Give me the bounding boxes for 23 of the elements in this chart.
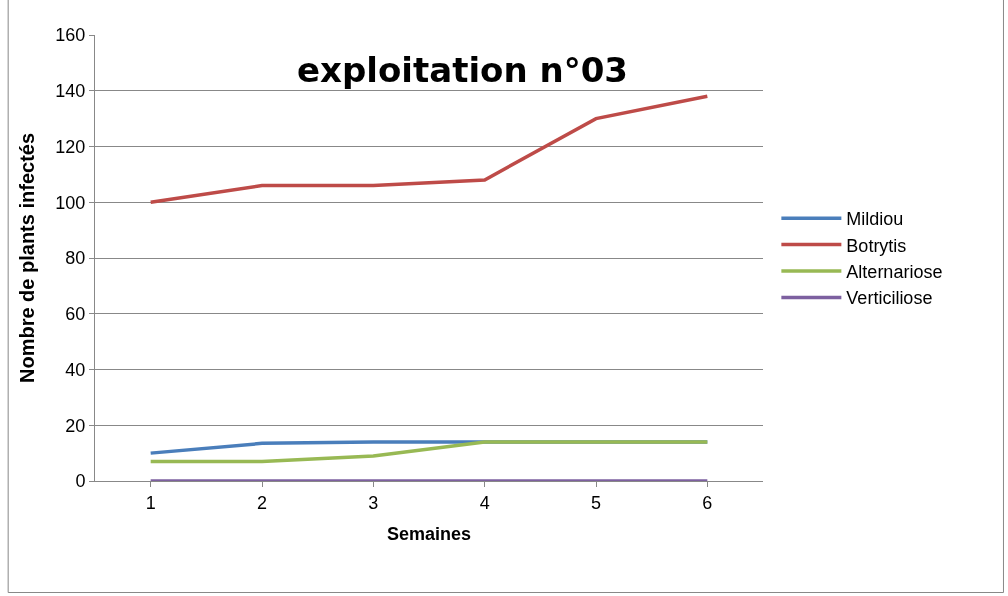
x-tick-label: 3: [368, 492, 379, 513]
legend-label: Mildiou: [846, 209, 904, 230]
y-tick-label: 120: [55, 136, 86, 157]
y-tick-label: 0: [75, 471, 86, 492]
y-tick-label: 20: [65, 415, 86, 436]
text: exploitation n°03: [297, 50, 629, 90]
x-tick-label: 6: [702, 492, 713, 513]
legend-label: Verticiliose: [846, 288, 933, 309]
x-tick-label: 5: [590, 492, 602, 513]
legend-label: Alternariose: [846, 262, 943, 283]
legend-label: Botrytis: [846, 235, 907, 256]
y-tick-label: 100: [55, 192, 86, 213]
y-axis-title: Nombre de plants infectés: [15, 132, 38, 384]
y-tick-label: 140: [55, 81, 86, 102]
y-tick-label: 80: [65, 248, 86, 269]
line-series: [148, 94, 710, 204]
y-tick-label: 160: [55, 25, 86, 46]
x-tick-label: 1: [145, 492, 156, 513]
x-tick-label: 2: [256, 492, 268, 513]
y-tick-label: 40: [65, 359, 86, 380]
x-axis-title: Semaines: [386, 523, 472, 544]
x-tick-label: 4: [479, 492, 490, 513]
y-tick-label: 60: [65, 304, 86, 325]
